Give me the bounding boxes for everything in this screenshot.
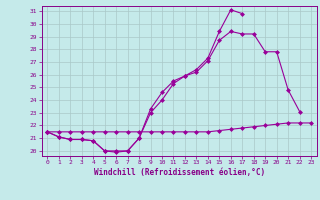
X-axis label: Windchill (Refroidissement éolien,°C): Windchill (Refroidissement éolien,°C) xyxy=(94,168,265,177)
